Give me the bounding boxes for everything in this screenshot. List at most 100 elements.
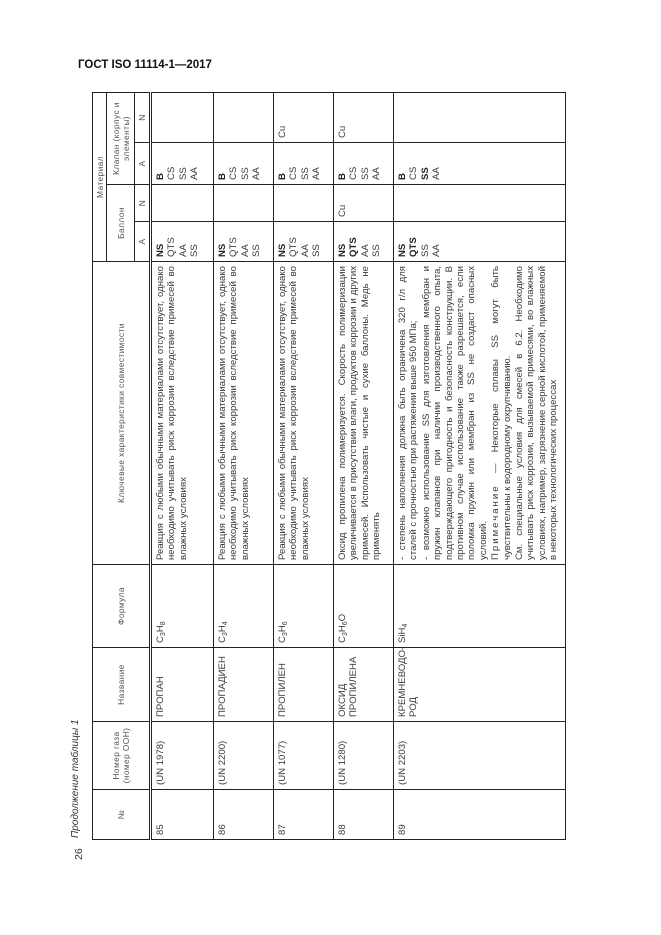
cell-valve-a: B CS SS AA: [213, 142, 274, 185]
cell-un-number: (UN 2203): [393, 721, 566, 790]
description-paragraph: Примечание — Некоторые сплавы SS могут б…: [490, 266, 513, 560]
header-valve-a: A: [134, 142, 151, 185]
material-code: SS: [299, 167, 311, 180]
cell-valve-n: Cu: [273, 92, 334, 143]
material-code: AA: [189, 167, 201, 180]
table-body: 85 (UN 1978) ПРОПАН C3H8 Реакция с любыми об…: [150, 92, 566, 840]
formula-part: C: [217, 636, 228, 643]
material-code: AA: [431, 244, 443, 257]
cell-no: 85: [150, 789, 214, 840]
material-code: AA: [371, 167, 383, 180]
material-code: CS: [348, 166, 360, 180]
description-text: Реакция с любыми обычными материалами от…: [155, 266, 189, 560]
formula-part: H: [337, 625, 348, 633]
table-continuation-caption: Продолжение таблицы 1: [70, 719, 81, 838]
cell-cylinder-a: NS QTS SS AA: [393, 221, 566, 262]
formula-part: 4: [402, 623, 409, 628]
material-code: CS: [408, 166, 420, 180]
material-code: SS: [311, 244, 323, 257]
cell-valve-a: B CS SS AA: [333, 142, 394, 185]
document-title: ГОСТ ISO 11114-1—2017: [78, 59, 212, 71]
cell-name: ОКСИД ПРОПИЛЕНА: [333, 647, 394, 722]
material-code: AA: [311, 167, 323, 180]
material-code: AA: [251, 167, 263, 180]
cell-name: ПРОПАДИЕН: [213, 647, 274, 722]
formula-part: 3: [282, 632, 289, 637]
formula-part: 3: [160, 632, 167, 637]
header-valve-n: N: [134, 92, 151, 143]
description-text: Реакция с любыми обычными материалами от…: [277, 266, 311, 560]
material-code: NS: [397, 243, 408, 257]
cell-formula: C3H6O: [333, 564, 394, 648]
cell-formula: C3H6: [273, 564, 334, 648]
header-no: №: [92, 789, 151, 840]
formula-part: 3: [342, 632, 349, 637]
cell-no: 87: [273, 789, 334, 840]
material-code: QTS: [166, 237, 178, 257]
material-code: NS: [337, 243, 348, 257]
description-text: Оксид пропилена полимеризуется. Скорость…: [337, 266, 383, 560]
formula-part: 6: [282, 621, 289, 626]
material-code: B: [397, 173, 408, 180]
formula-part: 3: [222, 632, 229, 637]
cell-valve-a: B CS SS AA: [393, 142, 566, 185]
cell-no: 86: [213, 789, 274, 840]
cell-no: 89: [393, 789, 566, 840]
formula-part: 8: [160, 621, 167, 626]
gas-compatibility-table-wrapper: № Номер газа (номер ООН) Название Формул…: [92, 92, 577, 840]
cell-un-number: (UN 2200): [213, 721, 274, 790]
material-code: AA: [177, 244, 189, 257]
formula-part: SiH: [397, 627, 408, 643]
material-code: NS: [155, 243, 166, 257]
material-code: CS: [288, 166, 300, 180]
gas-compatibility-table: № Номер газа (номер ООН) Название Формул…: [92, 92, 566, 840]
formula-part: 6: [342, 621, 349, 626]
cell-description: Реакция с любыми обычными материалами от…: [150, 261, 214, 565]
cell-formula: SiH4: [393, 564, 566, 648]
material-code: QTS: [228, 237, 240, 257]
description-paragraph: Реакция с любыми обычными материалами от…: [155, 266, 189, 560]
cell-cylinder-a: NS QTS AA SS: [150, 221, 214, 262]
material-code: AA: [431, 167, 443, 180]
cell-valve-n: [213, 92, 274, 143]
header-description: Ключевые характеристики совместимости: [92, 261, 151, 565]
material-code: B: [217, 173, 228, 180]
cell-un-number: (UN 1978): [150, 721, 214, 790]
header-cylinder-n: N: [134, 184, 151, 222]
formula-part: H: [217, 625, 228, 633]
material-code: SS: [251, 244, 263, 257]
table-row: 89 (UN 2203) КРЕМНЕВОДО-РОД SiH4- степень н…: [393, 92, 566, 840]
cell-valve-n: Cu: [333, 92, 394, 143]
formula-part: C: [155, 636, 166, 643]
header-valve: Клапан (корпус и элементы): [106, 92, 135, 185]
description-paragraph: См. специальные условия для смесей в 6.2…: [514, 266, 560, 560]
formula-part: C: [337, 636, 348, 643]
cell-no: 88: [333, 789, 394, 840]
material-code: SS: [177, 167, 189, 180]
formula-part: 4: [222, 621, 229, 626]
description-paragraph: - степень наполнения должна быть огранич…: [397, 266, 420, 560]
cell-cylinder-n: [213, 184, 274, 222]
material-code: NS: [217, 243, 228, 257]
material-code: QTS: [288, 237, 300, 257]
cell-description: Реакция с любыми обычными материалами от…: [273, 261, 334, 565]
material-code: SS: [239, 167, 251, 180]
header-formula: Формула: [92, 564, 151, 648]
cell-name: КРЕМНЕВОДО-РОД: [393, 647, 566, 722]
description-text: Реакция с любыми обычными материалами от…: [217, 266, 251, 560]
material-code: Cu: [277, 125, 288, 138]
formula-part: O: [337, 613, 348, 622]
cell-formula: C3H8: [150, 564, 214, 648]
description-text: - возможно использование SS для изготовл…: [420, 266, 489, 560]
cell-description: Оксид пропилена полимеризуется. Скорость…: [333, 261, 394, 565]
material-code: AA: [239, 244, 251, 257]
material-code: SS: [419, 167, 431, 180]
header-name: Название: [92, 647, 151, 722]
cell-valve-a: B CS SS AA: [273, 142, 334, 185]
material-code: SS: [419, 244, 431, 257]
material-code: NS: [277, 243, 288, 257]
cell-cylinder-n: [393, 184, 566, 222]
material-code: CS: [228, 166, 240, 180]
material-code: SS: [359, 167, 371, 180]
page-number: 26: [73, 848, 85, 860]
